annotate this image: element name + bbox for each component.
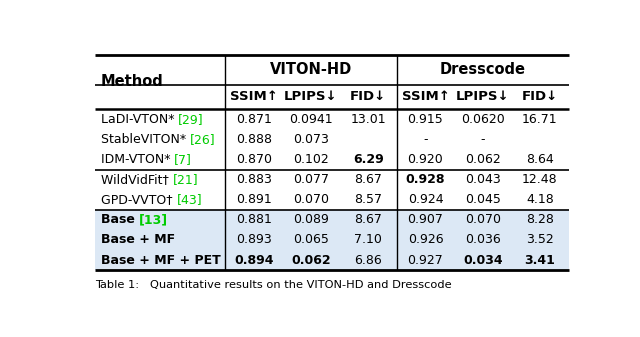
Text: 16.71: 16.71	[522, 113, 557, 126]
Text: 0.034: 0.034	[463, 253, 502, 267]
Text: 8.64: 8.64	[526, 153, 554, 166]
Text: GPD-VVTO†: GPD-VVTO†	[101, 193, 177, 206]
Bar	[95, 210, 568, 230]
Text: 0.927: 0.927	[408, 253, 444, 267]
Text: [43]: [43]	[177, 193, 202, 206]
Text: 0.0941: 0.0941	[289, 113, 333, 126]
Text: 0.915: 0.915	[408, 113, 444, 126]
Text: [7]: [7]	[174, 153, 192, 166]
Text: [26]: [26]	[190, 133, 216, 146]
Text: 7.10: 7.10	[355, 234, 382, 246]
Text: [13]: [13]	[139, 213, 168, 226]
Text: FID↓: FID↓	[350, 90, 387, 103]
Text: 8.57: 8.57	[354, 193, 382, 206]
Text: 6.29: 6.29	[353, 153, 383, 166]
Text: IDM-VTON*: IDM-VTON*	[101, 153, 174, 166]
Text: 3.52: 3.52	[526, 234, 554, 246]
Text: 0.070: 0.070	[293, 193, 329, 206]
Text: 0.924: 0.924	[408, 193, 444, 206]
Text: [21]: [21]	[173, 173, 198, 186]
Text: Method: Method	[101, 74, 164, 89]
Text: 0.089: 0.089	[293, 213, 329, 226]
Text: SSIM↑: SSIM↑	[230, 90, 278, 103]
Text: 0.920: 0.920	[408, 153, 444, 166]
Text: 0.893: 0.893	[236, 234, 271, 246]
Text: 0.871: 0.871	[236, 113, 272, 126]
Text: 0.926: 0.926	[408, 234, 444, 246]
Text: 8.28: 8.28	[526, 213, 554, 226]
Text: Table 1:   Quantitative results on the VITON-HD and Dresscode: Table 1: Quantitative results on the VIT…	[95, 280, 451, 290]
Text: 0.070: 0.070	[465, 213, 500, 226]
Text: 0.907: 0.907	[408, 213, 444, 226]
Bar	[95, 230, 568, 250]
Text: 8.67: 8.67	[355, 213, 382, 226]
Text: LPIPS↓: LPIPS↓	[284, 90, 338, 103]
Text: VITON-HD: VITON-HD	[270, 62, 352, 77]
Text: 4.18: 4.18	[526, 193, 554, 206]
Text: 0.928: 0.928	[406, 173, 445, 186]
Text: WildVidFit†: WildVidFit†	[101, 173, 173, 186]
Text: LaDI-VTON*: LaDI-VTON*	[101, 113, 179, 126]
Text: 0.077: 0.077	[293, 173, 329, 186]
Text: StableVITON*: StableVITON*	[101, 133, 190, 146]
Text: LPIPS↓: LPIPS↓	[456, 90, 509, 103]
Text: -: -	[423, 133, 428, 146]
Text: FID↓: FID↓	[522, 90, 558, 103]
Text: Base + MF: Base + MF	[101, 234, 175, 246]
Text: 13.01: 13.01	[351, 113, 386, 126]
Text: 0.881: 0.881	[236, 213, 272, 226]
Text: 0.894: 0.894	[234, 253, 273, 267]
Bar	[95, 250, 568, 270]
Text: 0.062: 0.062	[465, 153, 500, 166]
Text: 0.073: 0.073	[293, 133, 329, 146]
Text: 0.102: 0.102	[293, 153, 329, 166]
Text: [29]: [29]	[179, 113, 204, 126]
Text: 0.036: 0.036	[465, 234, 500, 246]
Text: 6.86: 6.86	[355, 253, 382, 267]
Text: 0.045: 0.045	[465, 193, 500, 206]
Text: -: -	[481, 133, 485, 146]
Text: 3.41: 3.41	[525, 253, 556, 267]
Text: 8.67: 8.67	[355, 173, 382, 186]
Text: 0.888: 0.888	[236, 133, 272, 146]
Text: 0.883: 0.883	[236, 173, 272, 186]
Text: 0.062: 0.062	[291, 253, 331, 267]
Text: Base: Base	[101, 213, 139, 226]
Text: SSIM↑: SSIM↑	[401, 90, 449, 103]
Text: 0.065: 0.065	[293, 234, 329, 246]
Text: 0.0620: 0.0620	[461, 113, 504, 126]
Text: Dresscode: Dresscode	[440, 62, 525, 77]
Text: 0.043: 0.043	[465, 173, 500, 186]
Text: 0.870: 0.870	[236, 153, 272, 166]
Text: Base + MF + PET: Base + MF + PET	[101, 253, 221, 267]
Text: 0.891: 0.891	[236, 193, 271, 206]
Text: 12.48: 12.48	[522, 173, 557, 186]
